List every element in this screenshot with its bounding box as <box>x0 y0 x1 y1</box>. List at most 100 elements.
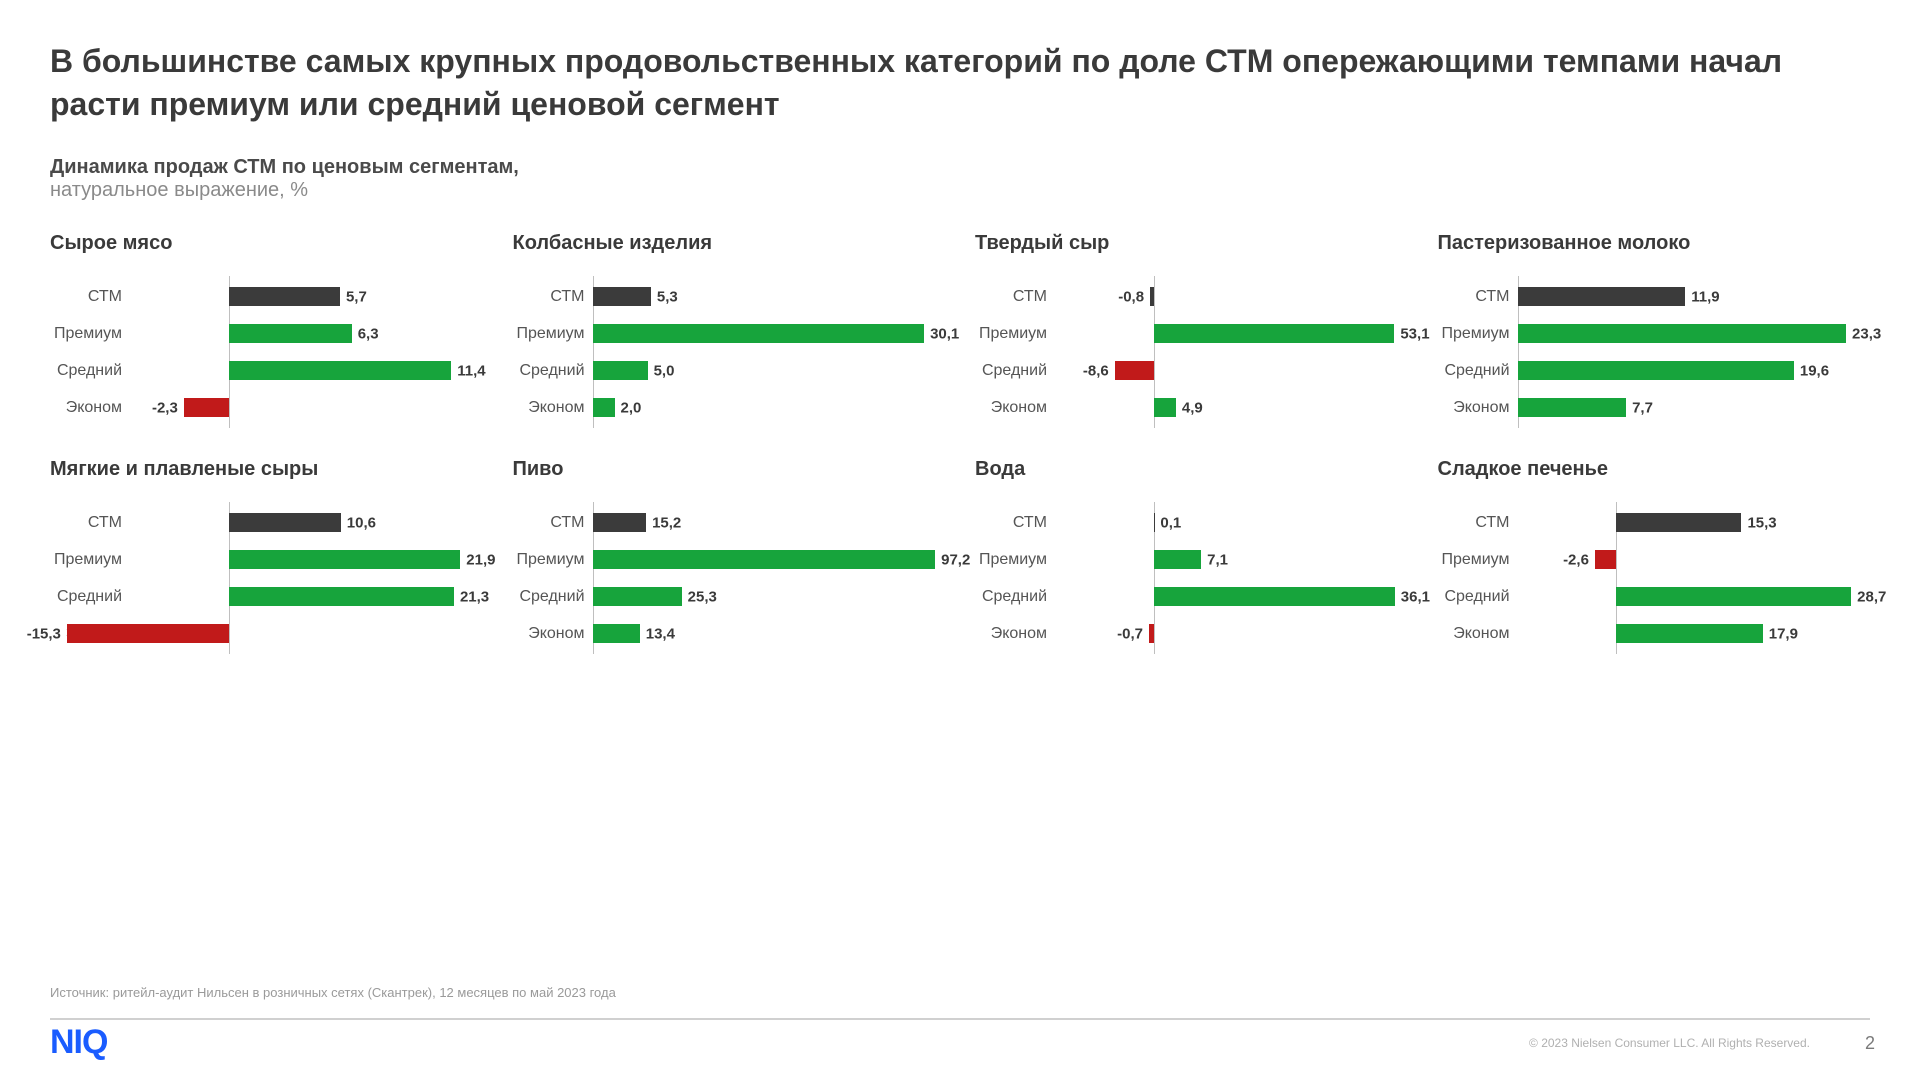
bar-value-label: 19,6 <box>1800 362 1829 379</box>
niq-logo: NIQ <box>50 1023 107 1062</box>
chart-title: Мягкие и плавленые сыры <box>50 458 483 481</box>
chart-panel: Колбасные изделияСТМ5,3Премиум30,1Средни… <box>513 232 946 428</box>
bar-rect <box>1150 287 1154 306</box>
bar-area: 7,1 <box>1055 543 1408 576</box>
chart-title: Пастеризованное молоко <box>1438 232 1871 255</box>
bar-rect <box>593 324 925 343</box>
bar-category-label: СТМ <box>513 288 593 306</box>
bar-row: Средний11,4 <box>50 354 483 387</box>
bar-category-label: Средний <box>1438 588 1518 606</box>
bar-area: 6,3 <box>130 317 483 350</box>
bar-row: СТМ11,9 <box>1438 280 1871 313</box>
bar-rect <box>593 287 651 306</box>
bar-category-label: Средний <box>513 588 593 606</box>
bar-area: -15,3 <box>130 617 483 650</box>
chart-panel: ВодаСТМ0,1Премиум7,1Средний36,1Эконом-0,… <box>975 458 1408 654</box>
bar-zero-axis <box>1154 350 1155 391</box>
bar-value-label: 21,9 <box>466 551 495 568</box>
chart-panel: Мягкие и плавленые сырыСТМ10,6Премиум21,… <box>50 458 483 654</box>
bar-value-label: 36,1 <box>1401 588 1430 605</box>
bar-category-label: Премиум <box>975 325 1055 343</box>
bar-rect <box>593 624 640 643</box>
bar-category-label: Премиум <box>50 551 130 569</box>
bar-area: 0,1 <box>1055 506 1408 539</box>
bar-area: 2,0 <box>593 391 946 424</box>
bar-category-label: СТМ <box>50 514 130 532</box>
bar-row: Средний19,6 <box>1438 354 1871 387</box>
bar-area: 17,9 <box>1518 617 1871 650</box>
bar-value-label: 15,3 <box>1747 514 1776 531</box>
bar-value-label: 11,9 <box>1691 288 1719 305</box>
bar-value-label: -8,6 <box>1083 362 1109 379</box>
chart-panel: Пастеризованное молокоСТМ11,9Премиум23,3… <box>1438 232 1871 428</box>
page-title: В большинстве самых крупных продовольств… <box>50 40 1870 126</box>
bar-area: 13,4 <box>593 617 946 650</box>
bar-rect <box>1595 550 1616 569</box>
bar-row: СТМ0,1 <box>975 506 1408 539</box>
bar-value-label: 97,2 <box>941 551 970 568</box>
page-number: 2 <box>1865 1033 1875 1054</box>
bar-category-label: Премиум <box>50 325 130 343</box>
bar-category-label: СТМ <box>975 288 1055 306</box>
bar-value-label: -0,8 <box>1118 288 1144 305</box>
bar-category-label: Эконом <box>50 399 130 417</box>
bar-rect <box>1154 587 1395 606</box>
bar-zero-axis <box>229 387 230 428</box>
copyright: © 2023 Nielsen Consumer LLC. All Rights … <box>1529 1036 1810 1050</box>
bar-rect <box>593 550 936 569</box>
bar-row: Эконом-0,7 <box>975 617 1408 650</box>
bar-value-label: 5,0 <box>654 362 675 379</box>
bar-rect <box>229 587 454 606</box>
bar-rect <box>593 587 682 606</box>
bar-category-label: Средний <box>513 362 593 380</box>
bar-category-label: Эконом <box>1438 625 1518 643</box>
bar-rect <box>229 513 341 532</box>
bar-row: Средний28,7 <box>1438 580 1871 613</box>
bar-value-label: 13,4 <box>646 625 675 642</box>
footer-source: Источник: ритейл-аудит Нильсен в розничн… <box>50 985 616 1000</box>
bar-area: 15,2 <box>593 506 946 539</box>
chart-title: Сладкое печенье <box>1438 458 1871 481</box>
bar-rect <box>1616 624 1763 643</box>
subtitle-light: натуральное выражение, % <box>50 179 1870 202</box>
bar-area: 7,7 <box>1518 391 1871 424</box>
bar-row: Эконом4,9 <box>975 391 1408 424</box>
bar-rect <box>229 324 352 343</box>
bar-rect <box>593 361 648 380</box>
bar-row: Эконом2,0 <box>513 391 946 424</box>
bar-area: 5,3 <box>593 280 946 313</box>
bar-row: СТМ5,3 <box>513 280 946 313</box>
bar-value-label: 17,9 <box>1769 625 1798 642</box>
bar-row: Эконом 17,9 <box>1438 617 1871 650</box>
bar-rect <box>593 398 615 417</box>
chart-panel: Сырое мясоСТМ5,7Премиум6,3Средний11,4Эко… <box>50 232 483 428</box>
bar-rect <box>1616 587 1851 606</box>
chart-title: Пиво <box>513 458 946 481</box>
bar-value-label: 5,7 <box>346 288 367 305</box>
bar-value-label: 10,6 <box>347 514 376 531</box>
bar-category-label: Эконом <box>513 625 593 643</box>
bar-row: Премиум7,1 <box>975 543 1408 576</box>
bar-rect <box>67 624 229 643</box>
subtitle-bold: Динамика продаж СТМ по ценовым сегментам… <box>50 156 1870 179</box>
bar-rect <box>1115 361 1154 380</box>
bar-area: -0,7 <box>1055 617 1408 650</box>
bar-value-label: 6,3 <box>358 325 379 342</box>
bar-value-label: -15,3 <box>27 625 61 642</box>
bar-row: Средний21,3 <box>50 580 483 613</box>
bar-category-label: Премиум <box>1438 325 1518 343</box>
bar-row: Эконом-2,3 <box>50 391 483 424</box>
bar-zero-axis <box>229 613 230 654</box>
bar-area: 4,9 <box>1055 391 1408 424</box>
bar-rect <box>1154 398 1176 417</box>
bar-area: -8,6 <box>1055 354 1408 387</box>
bar-area: 10,6 <box>130 506 483 539</box>
bar-category-label: Эконом <box>975 625 1055 643</box>
bar-area: 5,0 <box>593 354 946 387</box>
bar-category-label: Премиум <box>1438 551 1518 569</box>
bar-value-label: 15,2 <box>652 514 681 531</box>
bar-category-label: Премиум <box>513 325 593 343</box>
bar-value-label: 11,4 <box>457 362 485 379</box>
footer-divider <box>50 1018 1870 1020</box>
bar-value-label: 7,7 <box>1632 399 1653 416</box>
